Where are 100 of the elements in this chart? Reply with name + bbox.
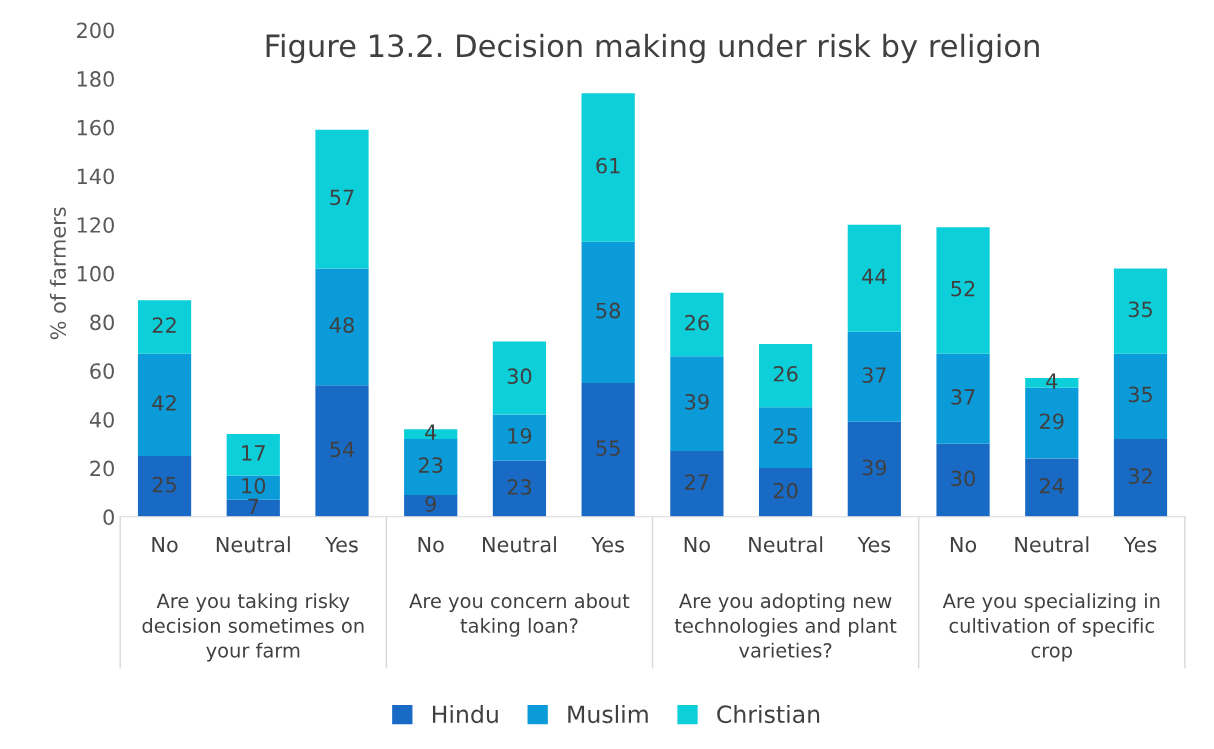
data-label: 26 xyxy=(685,314,709,331)
bar xyxy=(492,414,547,461)
text: Are you concern about taking loan? xyxy=(409,593,630,637)
bar xyxy=(315,129,369,269)
bar xyxy=(581,241,635,383)
bar xyxy=(847,224,901,332)
data-label: 9 xyxy=(425,496,436,512)
y-tick-label: 60 xyxy=(90,363,114,379)
data-label: 4 xyxy=(1046,373,1058,389)
data-label: 55 xyxy=(596,440,620,456)
chart-title: Figure 13.2. Decision making under risk by religion xyxy=(266,33,1039,64)
bar xyxy=(847,331,901,422)
y-tick-label: 0 xyxy=(103,509,114,526)
y-tick-label: 140 xyxy=(77,168,114,185)
data-label: 37 xyxy=(862,367,886,383)
data-label: 20 xyxy=(773,482,798,499)
data-label: 4 xyxy=(425,424,437,440)
bar xyxy=(1113,268,1168,354)
data-label: 30 xyxy=(507,368,532,385)
data-label: 39 xyxy=(685,393,709,410)
legend-label: Christian xyxy=(717,704,820,724)
data-label: 27 xyxy=(685,474,709,490)
bar xyxy=(670,292,724,357)
bar xyxy=(936,353,990,444)
data-label: 44 xyxy=(862,268,887,284)
data-label: 10 xyxy=(242,477,266,494)
bar xyxy=(1025,458,1079,517)
x-tick-label: Yes xyxy=(857,536,891,553)
text: Are you taking risky decision sometimes on your farm xyxy=(142,593,364,662)
data-label: 19 xyxy=(508,427,532,444)
data-label: 39 xyxy=(862,459,887,476)
data-label: 61 xyxy=(596,157,620,174)
data-label: 52 xyxy=(951,280,975,297)
bar xyxy=(581,382,635,517)
y-tick-label: 160 xyxy=(77,119,114,136)
x-tick-label: Neutral xyxy=(216,536,290,553)
bar xyxy=(315,385,369,517)
data-label: 25 xyxy=(152,476,176,493)
legend-label: Muslim xyxy=(568,704,648,724)
legend-label: Hindu xyxy=(432,704,498,724)
x-tick-label: Neutral xyxy=(749,536,823,553)
data-label: 35 xyxy=(1128,301,1152,318)
x-tick-label: No xyxy=(950,536,977,553)
bar xyxy=(758,468,813,517)
data-label: 35 xyxy=(1128,386,1152,403)
data-label: 37 xyxy=(951,389,975,405)
data-label: 22 xyxy=(152,317,176,333)
data-label: 25 xyxy=(773,427,798,444)
bar xyxy=(758,343,813,408)
bar xyxy=(226,475,280,500)
bar xyxy=(226,434,280,476)
y-tick-label: 100 xyxy=(77,265,114,282)
data-label: 26 xyxy=(773,365,798,382)
data-label: 29 xyxy=(1040,413,1064,430)
data-label: 24 xyxy=(1040,477,1064,494)
bar xyxy=(758,407,813,469)
data-label: 58 xyxy=(596,302,620,319)
bar xyxy=(404,438,458,495)
text: Are you adopting new technologies and plant varieties? xyxy=(674,593,897,658)
data-label: 23 xyxy=(507,479,532,495)
bar xyxy=(315,268,369,386)
x-tick-label: No xyxy=(418,536,444,553)
y-axis-title: % of farmers xyxy=(49,207,66,340)
bar xyxy=(492,341,547,415)
data-label: 42 xyxy=(152,395,176,411)
data-label: 17 xyxy=(242,445,265,461)
text: Are you specializing in cultivation of specific crop xyxy=(942,593,1160,662)
bar xyxy=(1025,387,1079,459)
data-label: 23 xyxy=(418,457,443,473)
y-tick-label: 40 xyxy=(89,411,114,428)
bar xyxy=(936,227,990,354)
x-tick-label: No xyxy=(152,536,178,553)
bar xyxy=(936,443,990,517)
x-tick-label: Neutral xyxy=(1015,536,1089,553)
data-label: 32 xyxy=(1128,468,1152,484)
bar xyxy=(137,455,192,517)
bar xyxy=(581,93,635,242)
data-label: 30 xyxy=(951,470,975,487)
data-label: 57 xyxy=(330,189,354,206)
data-label: 7 xyxy=(248,498,259,515)
x-tick-label: Yes xyxy=(591,536,624,553)
x-tick-label: Neutral xyxy=(483,536,556,553)
y-tick-label: 180 xyxy=(77,71,114,87)
x-tick-label: No xyxy=(684,536,710,553)
bar xyxy=(492,460,547,517)
bar xyxy=(670,356,724,452)
y-tick-label: 80 xyxy=(90,314,114,331)
bar xyxy=(137,353,192,456)
bar xyxy=(847,421,901,517)
y-tick-label: 200 xyxy=(77,22,114,39)
x-tick-label: Yes xyxy=(325,536,358,553)
bar xyxy=(1113,438,1168,517)
y-tick-label: 120 xyxy=(77,217,114,233)
bar xyxy=(1113,353,1168,439)
y-tick-label: 20 xyxy=(90,460,114,477)
data-label: 48 xyxy=(329,317,354,333)
bar xyxy=(137,300,192,354)
x-tick-label: Yes xyxy=(1123,536,1157,553)
bar xyxy=(670,451,724,517)
data-label: 54 xyxy=(330,441,355,458)
